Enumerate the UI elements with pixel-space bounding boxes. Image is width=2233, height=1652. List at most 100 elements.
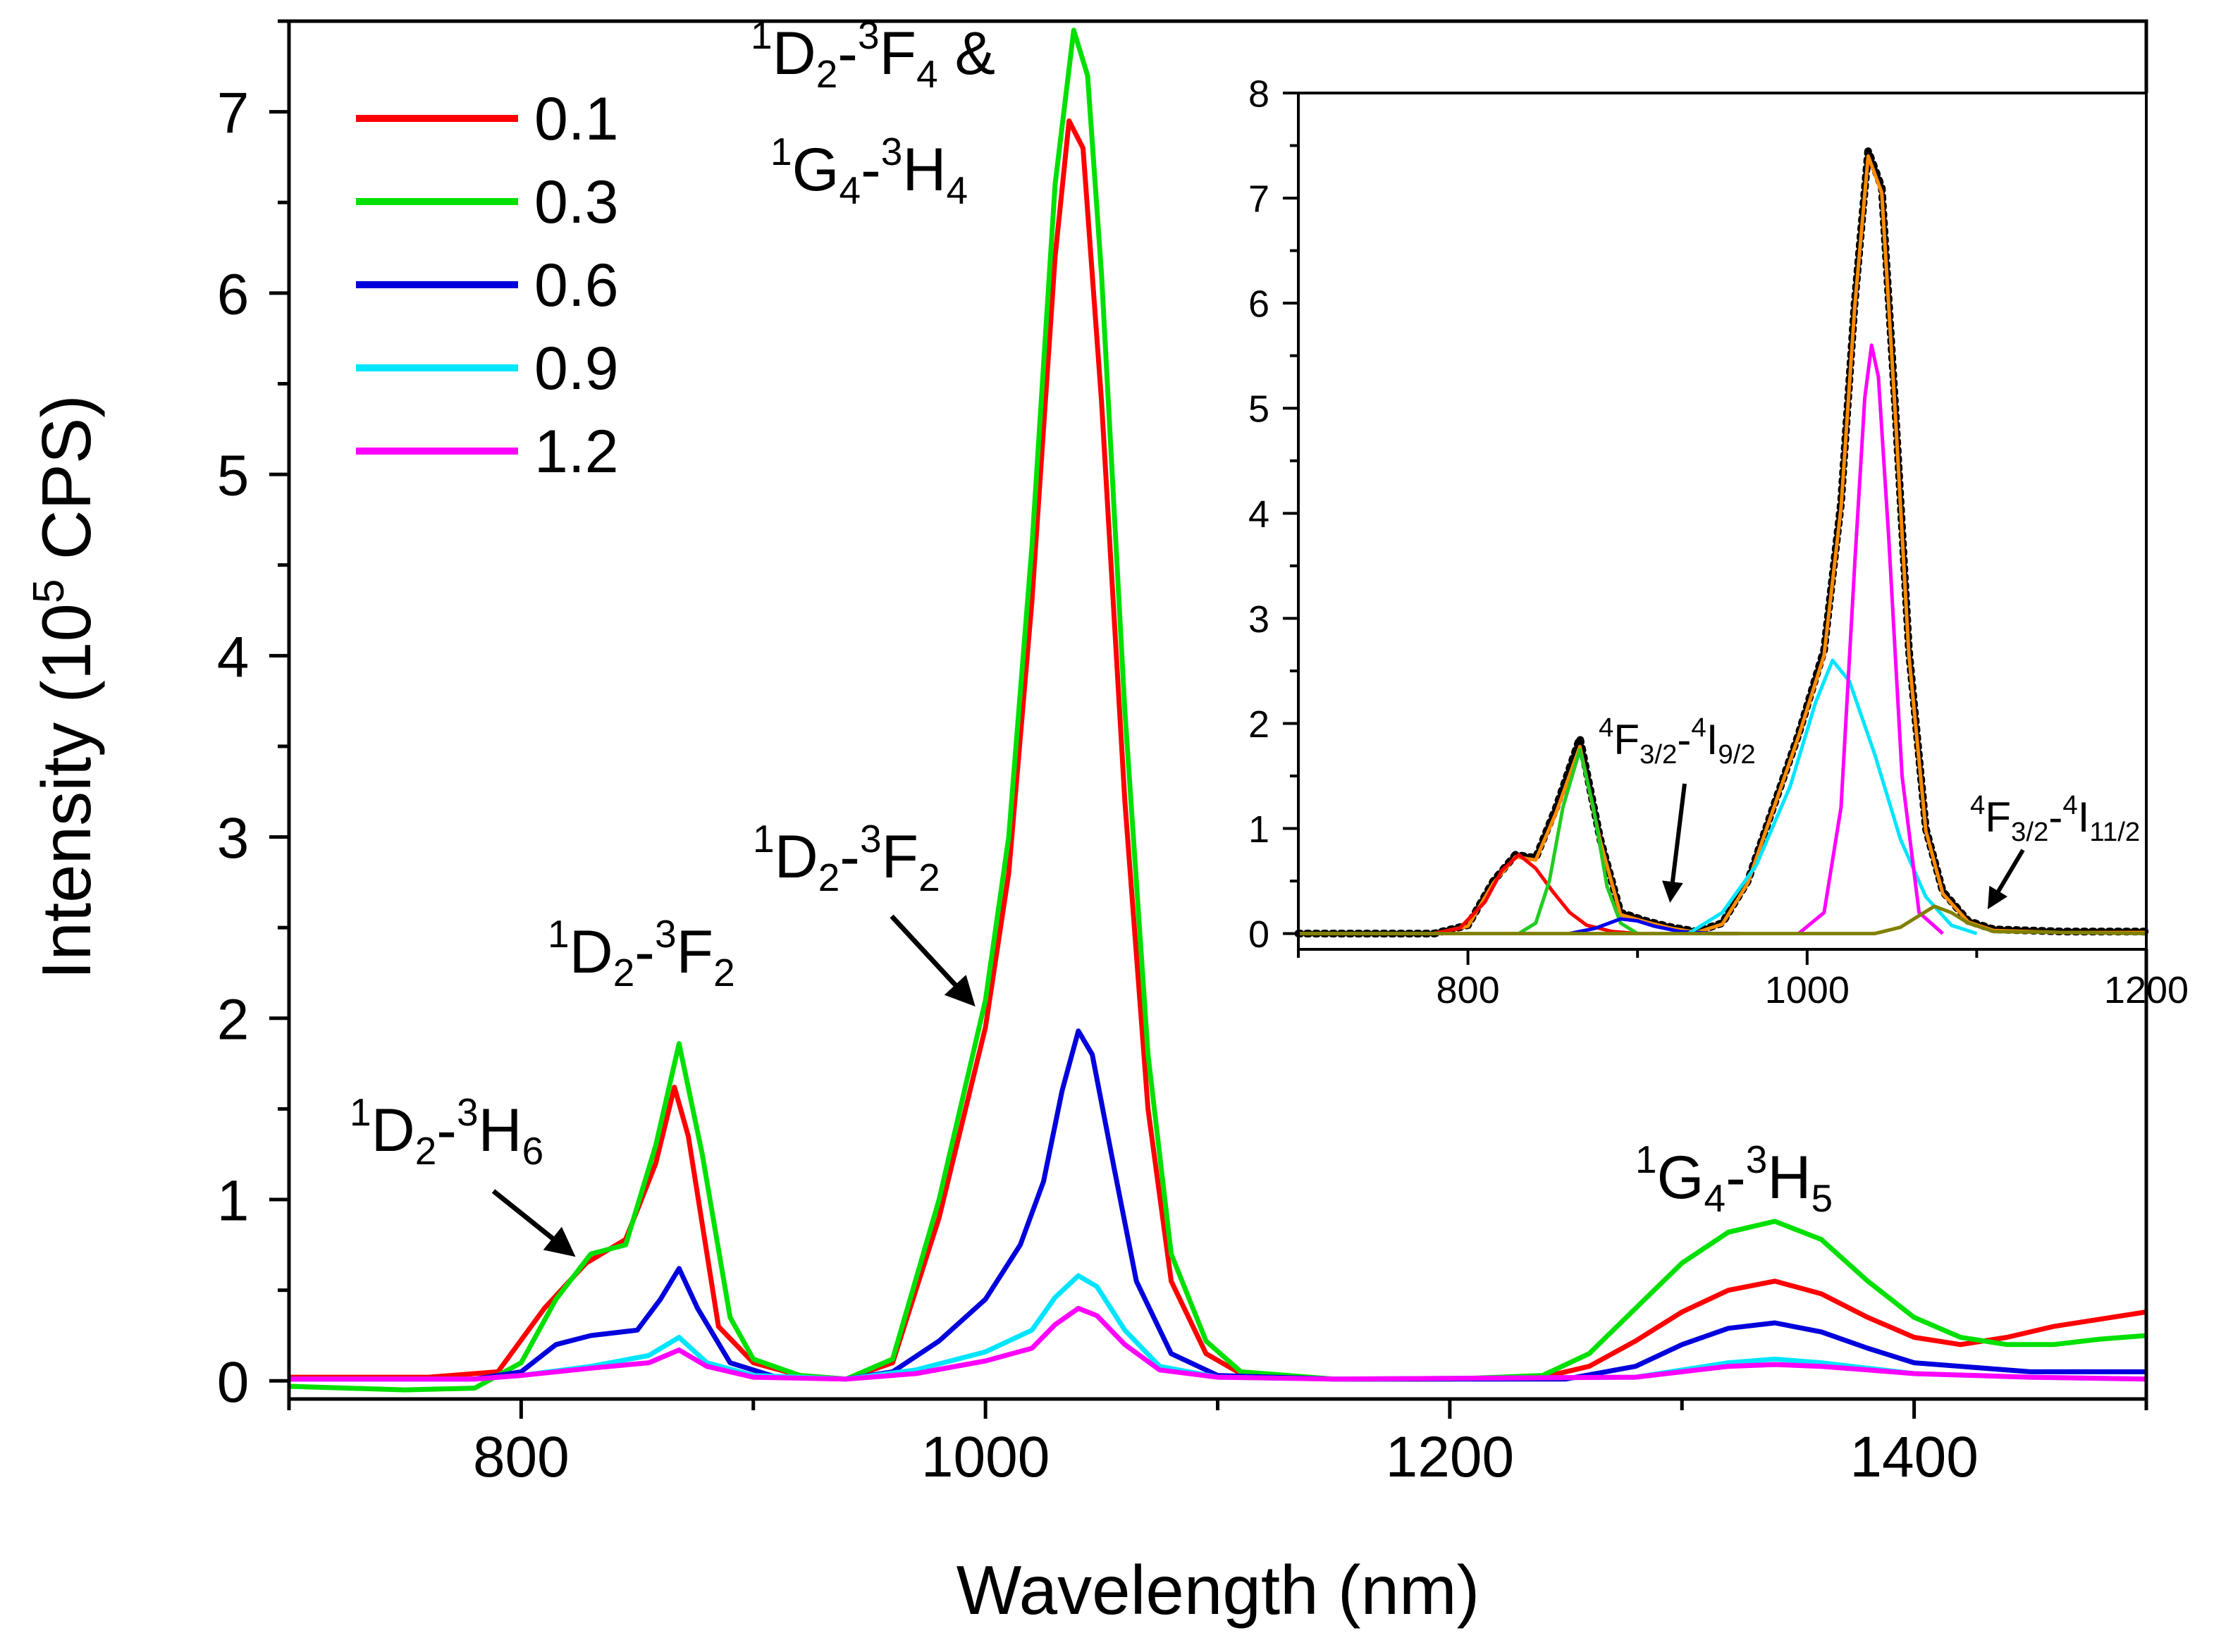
annotation-part: 1 (753, 817, 775, 861)
y-tick-label: 4 (217, 625, 250, 689)
x-tick-label: 1200 (1386, 1425, 1514, 1489)
y-axis-label-unit: CPS) (27, 395, 105, 579)
main-axis-ticks (269, 19, 2148, 1419)
annotation-part: 2 (818, 856, 840, 899)
y-tick-label: 3 (217, 806, 250, 870)
annotation-1d2-3f2-small: 1D2-3F2 (548, 912, 735, 994)
annotation-part: - (634, 918, 655, 986)
annotation-part: - (2048, 794, 2062, 841)
annotation-part: 4 (946, 168, 968, 212)
main-series-line-0-1 (289, 118, 2147, 1382)
annotation-part: G (1657, 1144, 1704, 1212)
main-series-line-0-6 (289, 1028, 2146, 1382)
annotation-part: I (2078, 794, 2090, 841)
y-tick-label: 6 (217, 262, 250, 326)
annotation-part: 5 (1811, 1176, 1833, 1220)
annotation-part: 1 (548, 912, 570, 956)
arrow-1d2-3h6 (491, 1189, 576, 1257)
annotation-part: 1 (350, 1090, 371, 1134)
y-axis-label-exponent: 5 (25, 579, 73, 603)
annotation-part: 2 (816, 52, 838, 96)
legend-label-0.9: 0.9 (534, 335, 619, 402)
x-tick-label: 1400 (1850, 1425, 1978, 1489)
y-tick-label: 7 (217, 81, 250, 145)
x-tick-label: 800 (1437, 969, 1500, 1011)
x-tick-label: 800 (473, 1425, 570, 1489)
annotation-part: & (938, 20, 995, 87)
annotation-part: 4 (1704, 1176, 1726, 1220)
x-axis-label: Wavelength (nm) (956, 1551, 1480, 1629)
x-tick-label: 1200 (2104, 969, 2189, 1011)
y-tick-label: 0 (217, 1350, 250, 1414)
inset-background (1298, 93, 2157, 949)
inset-series-line-fit (1298, 154, 2146, 936)
inset-series-line-peak-1015 (1687, 658, 1978, 935)
annotation-part: F (882, 823, 919, 891)
annotation-part: 4 (1970, 790, 1985, 820)
main-series-lines (288, 27, 2147, 1393)
inset-tick-labels: 800 1000 1200 0 1 2 3 4 5 6 7 8 (1248, 73, 2189, 1011)
annotation-part: 3/2 (2011, 817, 2048, 847)
annotation-part: 3/2 (1640, 739, 1677, 770)
y-tick-label: 6 (1248, 283, 1269, 326)
annotation-part: D (570, 918, 613, 986)
y-tick-label: 8 (1248, 73, 1269, 115)
annotation-part: - (1677, 716, 1691, 763)
inset-series-line-peak-1038 (1797, 343, 1944, 935)
annotation-part: 4 (839, 168, 861, 212)
annotation-part: 4 (916, 52, 938, 96)
y-tick-label: 0 (1248, 913, 1269, 956)
inset-series-line-peak-866 (1518, 748, 1639, 935)
annotation-part: 1 (770, 130, 792, 173)
y-tick-label: 1 (1248, 808, 1269, 851)
annotation-part: - (861, 136, 881, 204)
y-tick-label: 5 (1248, 388, 1269, 431)
annotation-part: 2 (918, 856, 940, 899)
annotation-part: F (1613, 716, 1640, 763)
annotation-1d2-3f2-large: 1D2-3F2 (753, 817, 940, 899)
main-series-line-0-3 (288, 27, 2147, 1393)
legend-label-1.2: 1.2 (534, 418, 619, 486)
inset-plot-frame (1297, 92, 2148, 951)
annotation-part: 2 (613, 951, 635, 994)
annotation-part: G (792, 136, 839, 204)
annotation-1d2-3h6: 1D2-3H6 (350, 1090, 543, 1173)
main-series-line-0-9 (289, 1273, 2147, 1382)
annotation-part: 3 (881, 130, 903, 173)
y-axis-label: Intensity (105 CPS) (25, 395, 105, 980)
annotation-1g4-3h4: 1G4-3H4 (770, 130, 968, 212)
annotation-part: - (1726, 1144, 1746, 1212)
annotation-part: 4 (1691, 713, 1706, 743)
main-series-line-1-2 (289, 1305, 2147, 1382)
y-tick-label: 4 (1248, 493, 1269, 536)
y-tick-label: 2 (1248, 703, 1269, 746)
annotation-part: F (1985, 794, 2011, 841)
y-axis-label-main: Intensity (10 (27, 603, 105, 980)
x-tick-label: 1000 (921, 1425, 1050, 1489)
annotation-part: 1 (751, 13, 773, 57)
annotation-part: F (677, 918, 714, 986)
annotation-part: - (839, 823, 860, 891)
arrow-1d2-3f2-large (890, 914, 976, 1007)
annotation-1d2-3f4: 1D2-3F4 & (751, 13, 995, 96)
annotation-part: 3 (1746, 1138, 1768, 1181)
x-tick-label: 1000 (1765, 969, 1850, 1011)
inset-series-line-peak-1075 (1298, 904, 2147, 936)
annotation-part: 6 (522, 1129, 544, 1173)
annotation-part: F (880, 20, 917, 87)
inset-series-lines (1294, 147, 2151, 938)
annotation-part: I (1706, 716, 1718, 763)
annotation-part: - (436, 1097, 457, 1164)
annotation-part: 3 (858, 13, 880, 57)
annotation-part: 2 (713, 951, 735, 994)
annotation-part: D (773, 20, 816, 87)
legend-label-0.6: 0.6 (534, 252, 619, 319)
y-tick-label: 3 (1248, 598, 1269, 641)
legend-label-0.1: 0.1 (534, 85, 619, 153)
legend: 0.1 0.3 0.6 0.9 1.2 (356, 85, 619, 486)
inset-annotation-4f32-4i112: 4F3/2-4I11/2 (1970, 790, 2140, 847)
annotation-part: - (837, 20, 858, 87)
legend-label-0.3: 0.3 (534, 168, 619, 236)
